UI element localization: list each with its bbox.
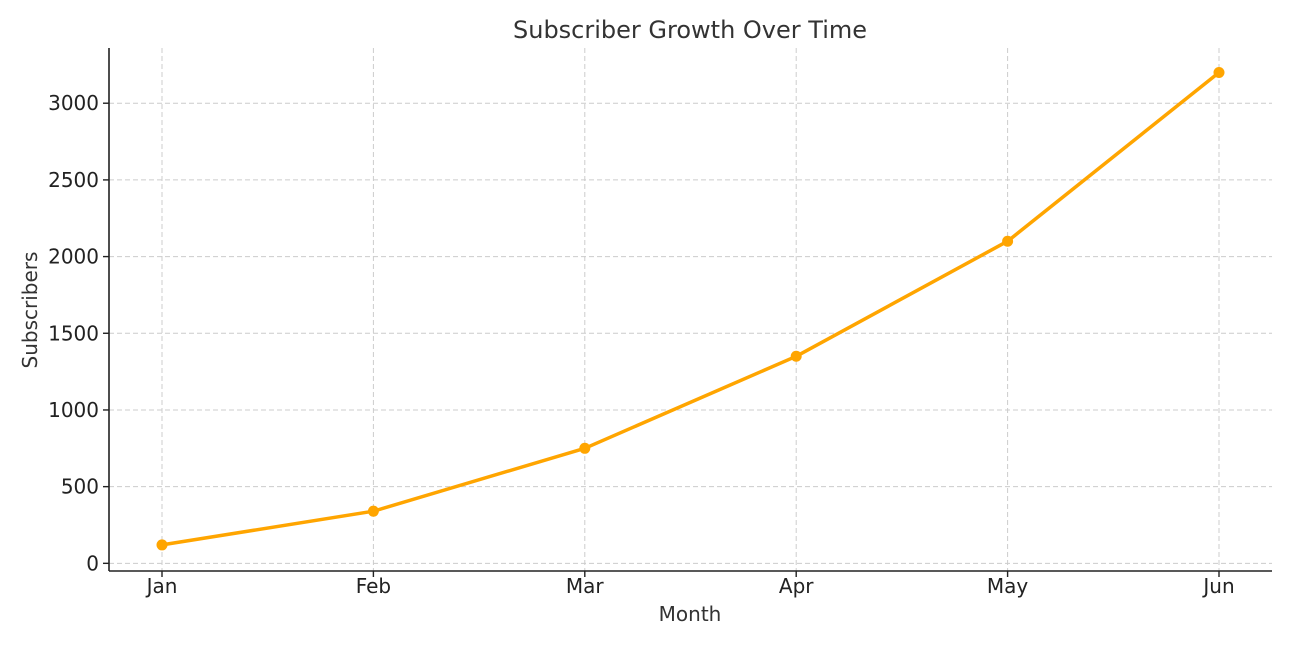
series — [156, 67, 1225, 551]
data-point — [1213, 67, 1225, 79]
x-tick-label: May — [987, 574, 1029, 598]
data-point — [156, 539, 168, 551]
x-tick-label: Jun — [1201, 574, 1234, 598]
grid — [109, 48, 1272, 571]
y-tick-label: 2500 — [48, 168, 99, 192]
y-tick-label: 3000 — [48, 91, 99, 115]
data-point — [579, 442, 591, 454]
y-tick-label: 0 — [86, 551, 99, 575]
x-tick-label: Mar — [566, 574, 605, 598]
series-line — [160, 70, 1221, 547]
data-point — [367, 505, 379, 517]
y-tick-label: 1000 — [48, 398, 99, 422]
chart-title: Subscriber Growth Over Time — [513, 16, 867, 44]
ticks: Jan Feb Mar Apr May Jun 0 500 1000 1500 2000 2500 30… — [48, 91, 1235, 598]
y-axis-label: Subscribers — [18, 252, 42, 369]
x-tick-label: Jan — [145, 574, 178, 598]
data-point — [790, 350, 802, 362]
data-point — [1002, 235, 1014, 247]
axes — [108, 48, 1272, 572]
x-axis-label: Month — [659, 602, 722, 626]
y-tick-label: 2000 — [48, 245, 99, 269]
x-tick-label: Apr — [779, 574, 814, 598]
y-tick-label: 1500 — [48, 321, 99, 345]
x-tick-label: Feb — [356, 574, 391, 598]
y-tick-label: 500 — [61, 475, 99, 499]
